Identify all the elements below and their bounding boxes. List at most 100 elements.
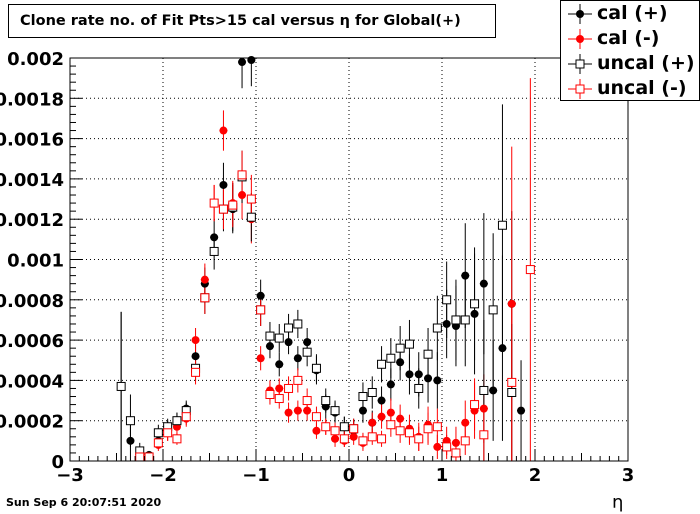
data-point-cal xyxy=(396,358,405,367)
data-point-cal xyxy=(293,406,302,415)
data-point-uncal xyxy=(377,359,387,369)
legend-item-uncal-plus: uncal (+) xyxy=(561,51,700,76)
data-point-cal xyxy=(126,436,135,445)
data-point-uncal xyxy=(135,452,145,462)
data-point-cal xyxy=(303,406,312,415)
data-point-uncal xyxy=(451,315,461,325)
data-point-uncal xyxy=(423,424,433,434)
y-tick-label: 0.001 xyxy=(7,251,64,272)
data-point-cal xyxy=(377,396,386,405)
data-point-uncal xyxy=(460,436,470,446)
y-tick-label: 0.0012 xyxy=(0,210,64,231)
legend-label: cal (+) xyxy=(597,2,668,24)
y-tick-label: 0.0018 xyxy=(0,89,64,110)
x-tick-label: 3 xyxy=(622,465,635,486)
data-point-uncal xyxy=(525,265,535,275)
data-point-cal xyxy=(219,126,228,135)
data-point-uncal xyxy=(432,422,442,432)
data-point-uncal xyxy=(470,299,480,309)
chart-title: Clone rate no. of Fit Pts>15 cal versus … xyxy=(8,4,496,38)
legend-item-uncal-minus: uncal (-) xyxy=(561,76,700,101)
data-point-uncal xyxy=(488,305,498,315)
data-point-uncal xyxy=(293,375,303,385)
data-point-cal xyxy=(442,319,451,328)
data-point-uncal xyxy=(284,383,294,393)
data-point-uncal xyxy=(367,387,377,397)
data-point-cal xyxy=(479,279,488,288)
data-point-uncal xyxy=(497,220,507,230)
data-point-cal xyxy=(303,338,312,347)
data-point-cal xyxy=(461,418,470,427)
data-point-uncal xyxy=(442,442,452,452)
data-point-uncal xyxy=(330,406,340,416)
data-point-uncal xyxy=(479,430,489,440)
data-point-uncal xyxy=(404,428,414,438)
data-point-uncal xyxy=(172,434,182,444)
data-point-cal xyxy=(451,438,460,447)
data-point-uncal xyxy=(358,436,368,446)
data-point-uncal xyxy=(339,422,349,432)
data-point-cal xyxy=(368,418,377,427)
data-point-uncal xyxy=(432,323,442,333)
data-point-uncal xyxy=(386,353,396,363)
data-point-uncal xyxy=(358,392,368,402)
data-point-uncal xyxy=(181,412,191,422)
axes: −3 −2 −1 0 1 2 3 0 0.0002 0.0004 0.0006 0.0008 0.001… xyxy=(0,49,634,486)
grid-lines xyxy=(70,58,628,461)
open-square-red-icon xyxy=(568,79,592,99)
legend-label: uncal (+) xyxy=(597,52,695,74)
data-point-cal xyxy=(284,338,293,347)
data-point-cal xyxy=(479,404,488,413)
data-point-uncal xyxy=(367,432,377,442)
y-tick-label: 0.0014 xyxy=(0,170,64,191)
data-point-uncal xyxy=(349,424,359,434)
data-point-uncal xyxy=(423,349,433,359)
data-point-uncal xyxy=(395,426,405,436)
data-point-uncal xyxy=(237,170,247,180)
data-point-uncal xyxy=(414,383,424,393)
open-square-black-icon xyxy=(568,54,592,74)
data-point-cal xyxy=(396,414,405,423)
data-point-cal xyxy=(461,271,470,280)
data-point-uncal xyxy=(460,315,470,325)
timestamp: Sun Sep 6 20:07:51 2020 xyxy=(6,496,162,509)
data-point-cal xyxy=(498,344,507,353)
data-point-uncal xyxy=(404,339,414,349)
legend-label: cal (-) xyxy=(597,27,660,49)
x-tick-label: 2 xyxy=(529,465,542,486)
data-point-cal xyxy=(238,191,247,200)
data-point-cal xyxy=(414,370,423,379)
data-point-uncal xyxy=(321,422,331,432)
data-point-uncal xyxy=(479,385,489,395)
data-point-uncal xyxy=(153,438,163,448)
data-point-cal xyxy=(433,442,442,451)
data-point-uncal xyxy=(125,416,135,426)
data-point-cal xyxy=(405,370,414,379)
y-tick-label: 0.0002 xyxy=(0,412,64,433)
data-point-uncal xyxy=(321,396,331,406)
data-point-uncal xyxy=(256,305,266,315)
data-point-uncal xyxy=(209,198,219,208)
data-point-uncal xyxy=(163,428,173,438)
data-point-uncal xyxy=(116,381,126,391)
legend-item-cal-plus: cal (+) xyxy=(561,1,700,26)
x-axis-label: η xyxy=(612,492,624,513)
data-point-cal xyxy=(210,233,219,242)
data-point-cal xyxy=(489,386,498,395)
data-point-uncal xyxy=(302,396,312,406)
y-tick-label: 0.0008 xyxy=(0,291,64,312)
filled-circle-red-icon xyxy=(568,29,592,49)
data-point-uncal xyxy=(153,428,163,438)
data-point-cal xyxy=(433,376,442,385)
data-point-uncal xyxy=(228,200,238,210)
data-point-uncal xyxy=(293,319,303,329)
data-point-uncal xyxy=(200,293,210,303)
data-point-uncal xyxy=(191,367,201,377)
data-point-uncal xyxy=(507,387,517,397)
data-point-cal xyxy=(517,406,526,415)
y-tick-label: 0.002 xyxy=(7,49,64,70)
data-point-uncal xyxy=(302,347,312,357)
data-point-cal xyxy=(293,354,302,363)
x-tick-label: 1 xyxy=(436,465,449,486)
